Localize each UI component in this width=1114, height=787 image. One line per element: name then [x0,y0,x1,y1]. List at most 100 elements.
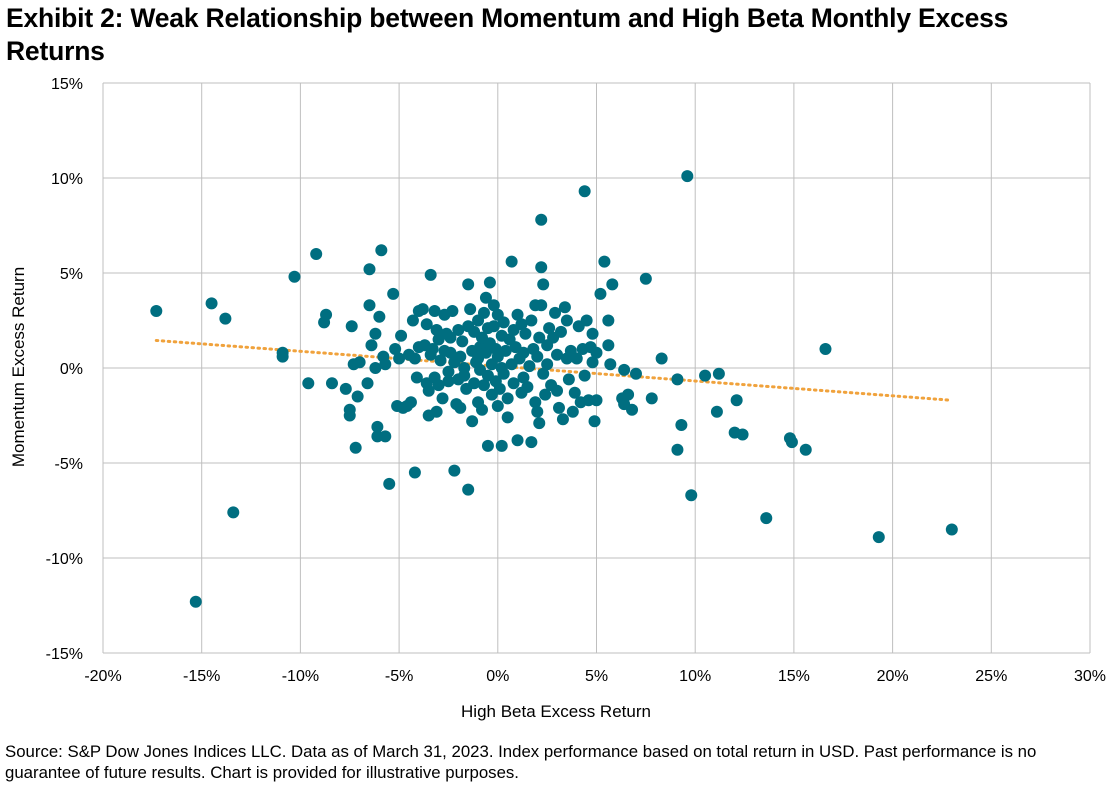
data-point [590,394,603,407]
data-point [310,248,323,260]
x-tick-label: 10% [679,668,711,685]
x-tick-label: -15% [183,668,220,685]
data-point [444,346,457,359]
data-point [560,314,573,327]
data-point [462,278,475,291]
data-point [493,382,506,395]
data-point [580,314,593,327]
data-point [598,255,611,268]
data-point [511,434,524,447]
data-point [408,352,421,365]
data-point [578,369,591,382]
data-point [945,523,958,536]
y-tick-label: 5% [60,266,83,283]
data-point [551,348,564,361]
data-point [525,314,538,327]
data-point [442,375,455,388]
x-tick-label: -5% [385,668,413,685]
chart-title: Exhibit 2: Weak Relationship between Mom… [6,3,1009,66]
trendline [154,338,954,402]
data-point [549,306,562,319]
data-point [671,373,684,386]
data-point [375,244,388,257]
data-point [552,401,565,414]
data-point [799,443,812,456]
data-point [428,305,441,317]
data-point [710,405,723,418]
data-point [454,401,467,414]
data-point [302,377,315,390]
data-point [525,436,538,449]
data-point [487,320,500,333]
data-point [363,263,376,276]
data-point [456,335,469,348]
data-point [227,506,240,519]
data-point [568,386,581,399]
data-point [588,415,601,428]
data-point [531,405,544,418]
data-point [539,388,552,401]
data-point [422,384,435,397]
data-point [760,512,773,525]
data-point [345,320,358,333]
data-point [477,306,490,319]
data-point [468,377,481,390]
points-layer [150,170,958,608]
data-point [541,358,554,371]
data-point [430,324,443,336]
data-point [675,419,688,431]
data-point [442,365,455,378]
data-point [406,314,419,327]
data-point [497,316,510,329]
data-point [819,343,832,355]
data-point [578,185,591,198]
data-point [369,327,382,340]
data-point [515,318,528,331]
data-point [618,363,631,376]
data-point [420,318,433,331]
data-point [517,371,530,384]
trendline-layer [154,338,954,402]
data-point [606,278,619,291]
data-point [448,464,461,477]
x-tick-label: 0% [486,668,509,685]
data-point [477,379,490,392]
gridlines [102,82,1091,654]
data-point [408,466,421,479]
data-point [501,411,514,424]
data-point [521,381,534,393]
data-point [481,439,494,452]
data-point [361,377,374,390]
data-point [537,278,550,291]
data-point [432,379,445,392]
data-point [505,255,518,268]
data-point [424,268,437,281]
data-point [325,377,338,390]
data-point [736,428,749,441]
data-point [444,331,457,344]
data-point [529,396,542,409]
data-point [389,343,402,355]
x-tick-labels: -20% -15% -10% -5% 0% 5% 10% 15% 20% 25% 30% [84,668,1106,685]
data-point [487,299,500,312]
data-point [785,436,798,449]
data-point [476,403,489,416]
data-point [452,324,465,336]
data-point [363,299,376,312]
data-point [551,384,564,397]
data-point [507,377,520,390]
data-point [645,392,658,405]
data-point [454,350,467,363]
data-point [150,305,163,317]
data-point [872,531,885,544]
data-point [320,308,333,321]
data-point [479,291,492,304]
data-point [543,322,556,335]
data-point [594,287,607,300]
data-point [671,443,684,456]
data-point [205,297,218,310]
data-point [570,352,583,365]
x-tick-label: -10% [282,668,319,685]
data-point [537,367,550,380]
